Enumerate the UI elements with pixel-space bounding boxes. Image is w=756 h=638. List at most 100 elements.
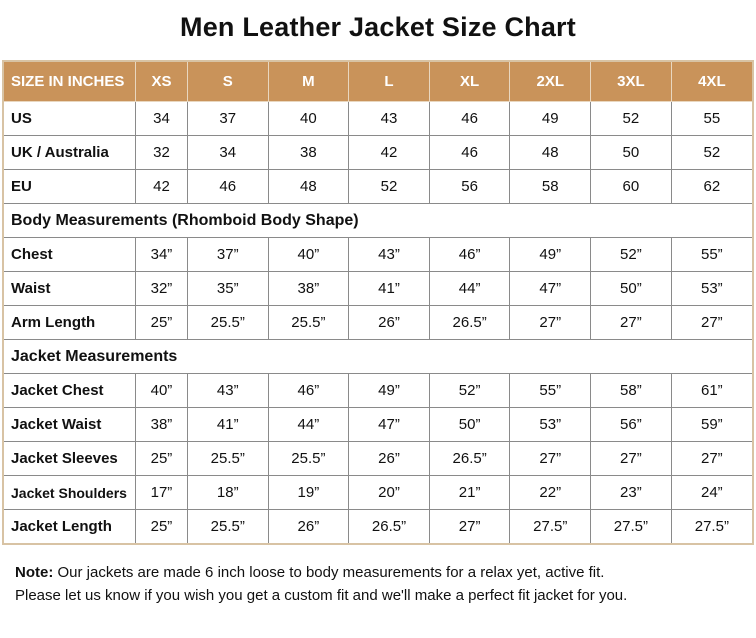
cell-m: 44” <box>267 407 350 442</box>
table-row: Arm Length 25” 25.5” 25.5” 26” 26.5” 27” 27” 27” <box>2 305 754 340</box>
page-title: Men Leather Jacket Size Chart <box>180 12 576 42</box>
cell-m: 38 <box>267 135 350 170</box>
cell-4xl: 52 <box>670 135 754 170</box>
section-row: Body Measurements (Rhomboid Body Shape) <box>3 203 753 238</box>
cell-2xl: 58 <box>509 169 592 204</box>
cell-3xl: 52 <box>590 101 672 136</box>
row-label: Jacket Chest <box>2 373 136 408</box>
cell-xs: 25” <box>135 441 188 476</box>
header-size-m: M <box>267 60 350 102</box>
cell-2xl: 22” <box>509 475 592 510</box>
cell-m: 40 <box>267 101 350 136</box>
header-row: SIZE IN INCHES XS S M L XL 2XL 3XL 4XL <box>2 60 754 102</box>
cell-xs: 32” <box>135 271 188 306</box>
cell-3xl: 52” <box>590 237 672 272</box>
cell-m: 40” <box>267 237 350 272</box>
note-label: Note: <box>15 564 54 581</box>
section-heading: Body Measurements (Rhomboid Body Shape) <box>3 203 753 238</box>
size-chart-table: SIZE IN INCHES XS S M L XL 2XL 3XL 4XL US 34 37 40 43… <box>2 60 754 545</box>
cell-3xl: 27” <box>590 441 672 476</box>
cell-s: 43” <box>186 373 269 408</box>
cell-3xl: 50 <box>590 135 672 170</box>
cell-s: 37 <box>186 101 269 136</box>
cell-l: 20” <box>348 475 430 510</box>
cell-m: 25.5” <box>267 441 350 476</box>
cell-l: 47” <box>348 407 430 442</box>
header-size-l: L <box>348 60 430 102</box>
cell-s: 34 <box>186 135 269 170</box>
cell-3xl: 50” <box>590 271 672 306</box>
cell-4xl: 55 <box>670 101 754 136</box>
row-label: UK / Australia <box>2 135 136 170</box>
cell-l: 26.5” <box>348 509 430 545</box>
cell-xl: 56 <box>428 169 511 204</box>
cell-m: 19” <box>267 475 350 510</box>
cell-l: 43” <box>348 237 430 272</box>
cell-xl: 46” <box>428 237 511 272</box>
header-size-xl: XL <box>428 60 511 102</box>
cell-l: 43 <box>348 101 430 136</box>
cell-xs: 17” <box>135 475 188 510</box>
header-size-xs: XS <box>135 60 188 102</box>
cell-3xl: 27” <box>590 305 672 340</box>
table-row: UK / Australia 32 34 38 42 46 48 50 52 <box>2 135 754 170</box>
cell-xl: 50” <box>428 407 511 442</box>
cell-s: 25.5” <box>186 441 269 476</box>
cell-2xl: 55” <box>509 373 592 408</box>
table-row: Waist 32” 35” 38” 41” 44” 47” 50” 53” <box>2 271 754 306</box>
cell-2xl: 27.5” <box>509 509 592 545</box>
section-row: Jacket Measurements <box>3 339 753 374</box>
row-label: EU <box>2 169 136 204</box>
table-row: Chest 34” 37” 40” 43” 46” 49” 52” 55” <box>2 237 754 272</box>
table-row: US 34 37 40 43 46 49 52 55 <box>2 101 754 136</box>
header-label: SIZE IN INCHES <box>2 60 136 102</box>
header-size-s: S <box>186 60 269 102</box>
cell-4xl: 62 <box>670 169 754 204</box>
header-size-4xl: 4XL <box>670 60 754 102</box>
cell-s: 35” <box>186 271 269 306</box>
cell-2xl: 49 <box>509 101 592 136</box>
cell-xl: 52” <box>428 373 511 408</box>
cell-2xl: 27” <box>509 441 592 476</box>
note-line-1: Note: Our jackets are made 6 inch loose … <box>15 561 627 584</box>
section-heading: Jacket Measurements <box>3 339 753 374</box>
cell-m: 26” <box>267 509 350 545</box>
cell-m: 48 <box>267 169 350 204</box>
table-row: Jacket Waist 38” 41” 44” 47” 50” 53” 56” 59” <box>2 407 754 442</box>
table-row: EU 42 46 48 52 56 58 60 62 <box>2 169 754 204</box>
cell-4xl: 61” <box>670 373 754 408</box>
row-label: US <box>2 101 136 136</box>
cell-l: 41” <box>348 271 430 306</box>
cell-l: 26” <box>348 305 430 340</box>
cell-xl: 46 <box>428 101 511 136</box>
cell-3xl: 23” <box>590 475 672 510</box>
table-row: Jacket Chest 40” 43” 46” 49” 52” 55” 58” 61” <box>2 373 754 408</box>
cell-2xl: 48 <box>509 135 592 170</box>
cell-m: 46” <box>267 373 350 408</box>
cell-xs: 34” <box>135 237 188 272</box>
cell-3xl: 58” <box>590 373 672 408</box>
table-row: Jacket Length 25” 25.5” 26” 26.5” 27” 27.5” 27.… <box>2 509 754 545</box>
cell-l: 42 <box>348 135 430 170</box>
row-label: Jacket Shoulders <box>2 475 136 510</box>
cell-s: 46 <box>186 169 269 204</box>
note-line-2: Please let us know if you wish you get a… <box>15 587 628 604</box>
cell-xl: 46 <box>428 135 511 170</box>
cell-2xl: 49” <box>509 237 592 272</box>
cell-3xl: 27.5” <box>590 509 672 545</box>
header-size-2xl: 2XL <box>509 60 592 102</box>
note: Note: Our jackets are made 6 inch loose … <box>15 561 627 607</box>
cell-xl: 21” <box>428 475 511 510</box>
cell-4xl: 59” <box>670 407 754 442</box>
header-size-3xl: 3XL <box>590 60 672 102</box>
cell-4xl: 55” <box>670 237 754 272</box>
table-row: Jacket Sleeves 25” 25.5” 25.5” 26” 26.5” 27” 27… <box>2 441 754 476</box>
cell-2xl: 27” <box>509 305 592 340</box>
cell-s: 41” <box>186 407 269 442</box>
cell-xs: 40” <box>135 373 188 408</box>
cell-xl: 44” <box>428 271 511 306</box>
cell-2xl: 53” <box>509 407 592 442</box>
row-label: Chest <box>2 237 136 272</box>
cell-4xl: 27.5” <box>670 509 754 545</box>
cell-4xl: 27” <box>670 305 754 340</box>
